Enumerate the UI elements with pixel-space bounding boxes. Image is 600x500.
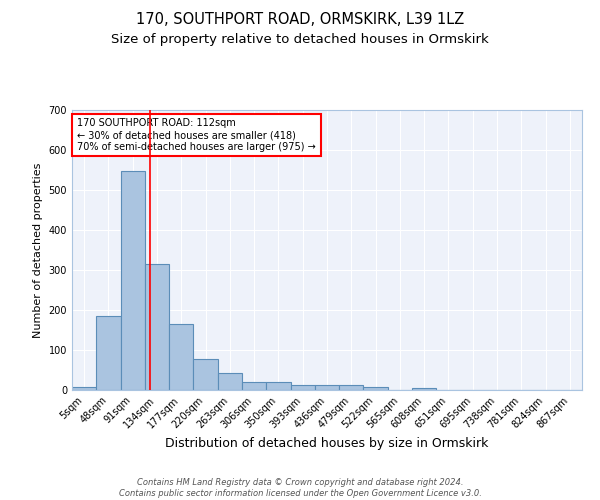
Bar	[169, 324, 193, 390]
Y-axis label: Number of detached properties: Number of detached properties	[33, 162, 43, 338]
Text: Size of property relative to detached houses in Ormskirk: Size of property relative to detached ho…	[111, 32, 489, 46]
Bar	[290, 385, 315, 390]
Text: 170, SOUTHPORT ROAD, ORMSKIRK, L39 1LZ: 170, SOUTHPORT ROAD, ORMSKIRK, L39 1LZ	[136, 12, 464, 28]
Bar	[266, 382, 290, 390]
Bar	[121, 171, 145, 390]
Bar	[242, 382, 266, 390]
Bar	[145, 264, 169, 390]
Bar	[193, 359, 218, 390]
Bar	[339, 385, 364, 390]
Text: Contains HM Land Registry data © Crown copyright and database right 2024.
Contai: Contains HM Land Registry data © Crown c…	[119, 478, 481, 498]
Bar	[412, 388, 436, 390]
X-axis label: Distribution of detached houses by size in Ormskirk: Distribution of detached houses by size …	[166, 437, 488, 450]
Bar	[364, 387, 388, 390]
Bar	[218, 373, 242, 390]
Text: 170 SOUTHPORT ROAD: 112sqm
← 30% of detached houses are smaller (418)
70% of sem: 170 SOUTHPORT ROAD: 112sqm ← 30% of deta…	[77, 118, 316, 152]
Bar	[72, 387, 96, 390]
Bar	[315, 385, 339, 390]
Bar	[96, 316, 121, 390]
